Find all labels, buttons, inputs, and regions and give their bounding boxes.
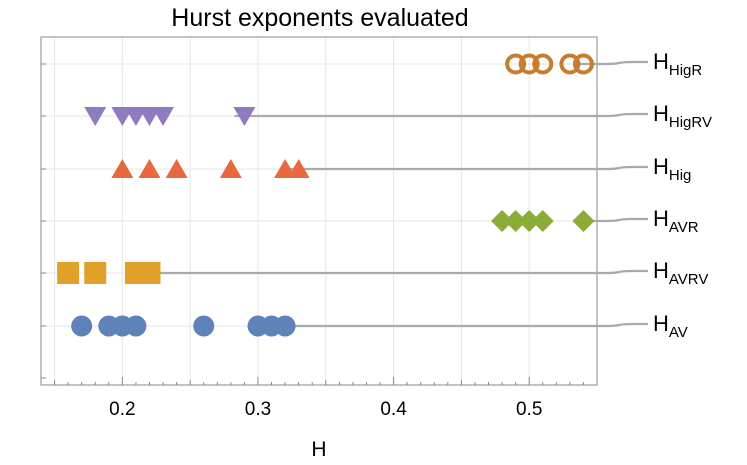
data-point-higr [559, 53, 581, 75]
series-label: HHigRV [653, 101, 712, 131]
x-tick-label: 0.4 [380, 399, 407, 420]
series-label: HAVRV [653, 258, 708, 288]
data-point-avr [504, 210, 527, 232]
data-point-hig [287, 159, 310, 178]
data-point-higrv [84, 107, 107, 126]
data-point-higrv [233, 107, 256, 126]
data-point-hig [111, 159, 134, 178]
plot-frame [40, 36, 598, 386]
series-connector [573, 217, 648, 223]
chart-title: Hurst exponents evaluated [171, 4, 468, 32]
data-point-higr [532, 53, 554, 75]
data-point-higr [505, 53, 527, 75]
x-tick-label: 0.3 [245, 399, 271, 420]
data-point-higrv [152, 107, 175, 126]
data-point-hig [219, 159, 242, 178]
series-label: HHigR [653, 49, 702, 79]
plot-area: 0.2 0.3 0.4 0.5 HHigR HHigRV HHig HAVR HAVRV HAV [40, 36, 712, 420]
data-point-avr [531, 210, 554, 232]
data-point-avr [491, 210, 514, 232]
data-point-av [274, 315, 296, 337]
data-point-avrv [57, 262, 80, 284]
data-point-hig [165, 159, 188, 178]
series-label: HAV [653, 311, 688, 341]
x-axis-label: H [311, 438, 326, 461]
data-point-higr [518, 53, 540, 75]
series-connector [234, 112, 648, 118]
x-tick-label: 0.2 [109, 399, 135, 420]
series-connector [288, 165, 648, 171]
data-point-hig [138, 159, 161, 178]
series-label: HAVR [653, 206, 699, 236]
series-connector [139, 269, 648, 275]
data-point-av [71, 315, 93, 337]
data-point-avr [518, 210, 541, 232]
x-tick-label: 0.5 [516, 399, 542, 420]
data-point-av [125, 315, 147, 337]
data-point-avr [572, 210, 595, 232]
data-point-avrv [84, 262, 107, 284]
series-connector [275, 322, 648, 328]
data-point-av [193, 315, 215, 337]
series-label: HHig [653, 154, 691, 184]
data-point-higr [572, 53, 594, 75]
series-connector [573, 60, 648, 66]
data-point-avrv [138, 262, 161, 284]
